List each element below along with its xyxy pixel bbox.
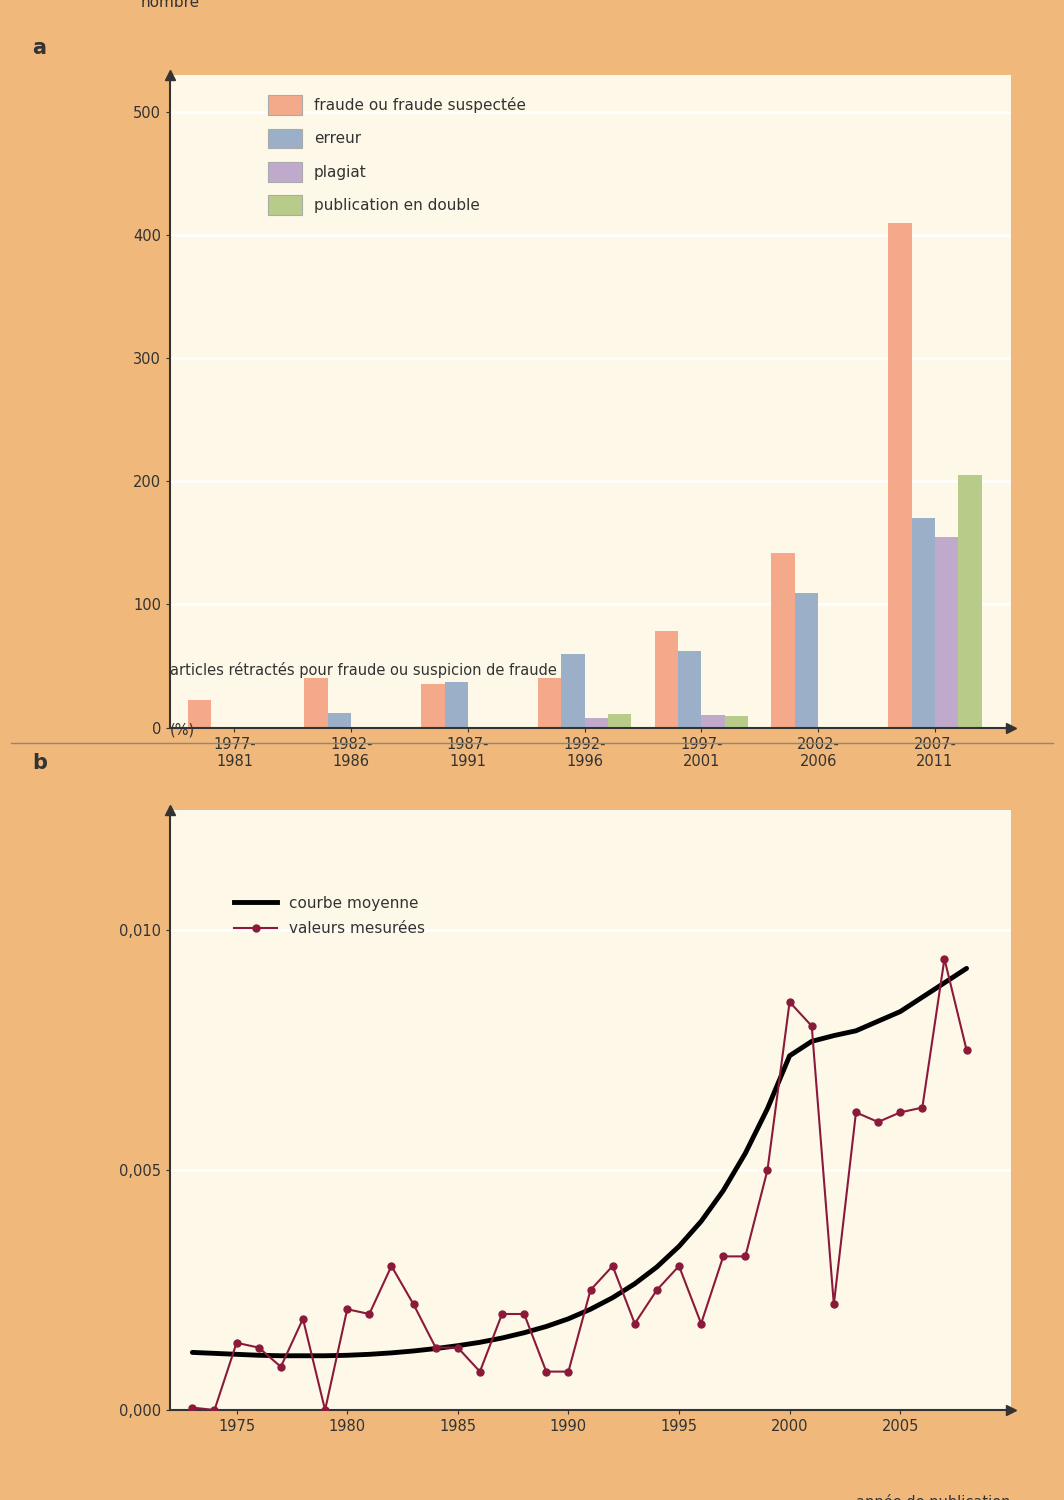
- Text: (%): (%): [170, 723, 196, 738]
- Bar: [304, 678, 328, 728]
- Legend: courbe moyenne, valeurs mesurées: courbe moyenne, valeurs mesurées: [229, 890, 432, 942]
- Bar: [538, 678, 562, 728]
- Text: articles rétractés pour fraude ou suspicion de fraude: articles rétractés pour fraude ou suspic…: [170, 662, 558, 678]
- Bar: [328, 712, 351, 728]
- Bar: [608, 714, 631, 728]
- Bar: [959, 476, 982, 728]
- Bar: [701, 716, 725, 728]
- Bar: [562, 654, 585, 728]
- Text: b: b: [32, 753, 47, 772]
- Text: nombre: nombre: [140, 0, 200, 10]
- Text: année de publication: année de publication: [857, 1494, 1011, 1500]
- Legend: fraude ou fraude suspectée, erreur, plagiat, publication en double: fraude ou fraude suspectée, erreur, plag…: [262, 88, 532, 220]
- Bar: [795, 594, 818, 728]
- Bar: [725, 717, 748, 728]
- Text: années de rétractation: années de rétractation: [844, 825, 1011, 840]
- Bar: [445, 682, 468, 728]
- Bar: [421, 684, 445, 728]
- Bar: [771, 552, 795, 728]
- Bar: [187, 700, 211, 727]
- Bar: [912, 518, 935, 728]
- Bar: [935, 537, 959, 728]
- Bar: [888, 222, 912, 728]
- Bar: [678, 651, 701, 728]
- Bar: [585, 717, 608, 728]
- Bar: [654, 632, 678, 728]
- Text: a: a: [32, 38, 46, 57]
